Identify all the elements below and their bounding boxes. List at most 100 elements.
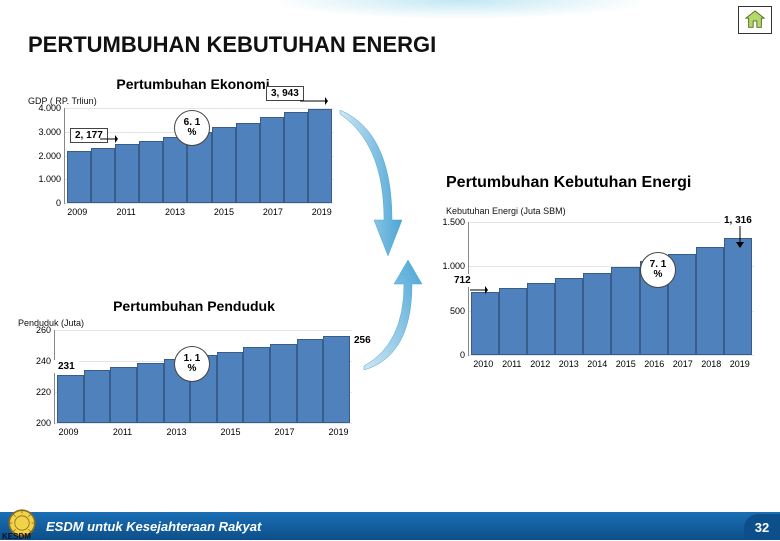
- bar: [471, 292, 499, 355]
- x-label: 2013: [555, 359, 584, 369]
- y-tick: 1.500: [437, 217, 465, 227]
- gdp-axis-label: GDP ( RP. Trliun): [28, 96, 358, 106]
- x-label: 2011: [498, 359, 527, 369]
- x-label: 2019: [310, 207, 334, 217]
- page-title: PERTUMBUHAN KEBUTUHAN ENERGI: [28, 32, 436, 58]
- bar: [84, 370, 111, 423]
- x-label: [136, 427, 163, 437]
- x-label: 2016: [640, 359, 669, 369]
- bar: [611, 267, 639, 355]
- y-tick: 1.000: [33, 174, 61, 184]
- footer: ESDM untuk Kesejahteraan Rakyat 32: [0, 512, 780, 540]
- bar: [115, 144, 139, 203]
- y-tick: 260: [23, 325, 51, 335]
- x-label: 2015: [612, 359, 641, 369]
- y-tick: 220: [23, 387, 51, 397]
- pop-rate: 1. 1 %: [174, 346, 210, 382]
- bar: [297, 339, 324, 423]
- home-icon: [744, 10, 766, 30]
- x-label: [190, 427, 217, 437]
- energy-chart: 05001.0001.50020102011201220132014201520…: [468, 222, 754, 356]
- x-label: 2011: [114, 207, 138, 217]
- energy-axis-label: Kebutuhan Energi (Juta SBM): [396, 206, 764, 216]
- energy-rate: 7. 1 %: [640, 252, 676, 288]
- energy-callout-end: 1, 316: [720, 214, 756, 227]
- bar: [137, 363, 164, 423]
- x-label: [138, 207, 162, 217]
- bar: [236, 123, 260, 204]
- pop-callout-end: 256: [350, 334, 375, 347]
- energy-title: Pertumbuhan Kebutuhan Energi: [396, 174, 764, 192]
- gdp-rate-label: 6. 1 %: [184, 118, 201, 139]
- x-label: 2019: [325, 427, 352, 437]
- y-tick: 200: [23, 418, 51, 428]
- energy-callout-start: 712: [450, 274, 475, 287]
- gdp-callout-start: 2, 177: [70, 128, 108, 143]
- bar: [555, 278, 583, 355]
- bar: [696, 247, 724, 355]
- gdp-rate: 6. 1 %: [174, 110, 210, 146]
- x-label: [236, 207, 260, 217]
- bar: [163, 137, 187, 204]
- x-label: 2017: [261, 207, 285, 217]
- bar: [243, 347, 270, 423]
- x-label: 2009: [55, 427, 82, 437]
- gdp-title: Pertumbuhan Ekonomi: [28, 76, 358, 92]
- y-tick: 3.000: [33, 127, 61, 137]
- pop-axis-label: Penduduk (Juta): [18, 318, 370, 328]
- y-tick: 240: [23, 356, 51, 366]
- pop-title: Pertumbuhan Penduduk: [18, 298, 370, 314]
- bar: [91, 148, 115, 203]
- home-button[interactable]: [738, 6, 772, 34]
- top-accent: [280, 0, 640, 18]
- x-label: 2017: [271, 427, 298, 437]
- bar: [139, 141, 163, 203]
- y-tick: 500: [437, 306, 465, 316]
- x-label: 2015: [212, 207, 236, 217]
- bar: [57, 375, 84, 423]
- energy-section: Pertumbuhan Kebutuhan Energi Kebutuhan E…: [396, 174, 764, 356]
- y-tick: 1.000: [437, 261, 465, 271]
- x-label: [285, 207, 309, 217]
- bar: [260, 117, 284, 203]
- x-label: 2010: [469, 359, 498, 369]
- x-label: 2013: [163, 207, 187, 217]
- bar: [217, 352, 244, 423]
- y-tick: 0: [33, 198, 61, 208]
- y-tick: 2.000: [33, 151, 61, 161]
- x-label: 2009: [65, 207, 89, 217]
- bar: [270, 344, 297, 423]
- bar: [212, 127, 236, 203]
- bar: [527, 283, 555, 355]
- footer-text: ESDM untuk Kesejahteraan Rakyat: [46, 519, 261, 534]
- gdp-section: Pertumbuhan Ekonomi GDP ( RP. Trliun) 01…: [28, 76, 358, 204]
- bar: [67, 151, 91, 203]
- y-tick: 0: [437, 350, 465, 360]
- pop-rate-label: 1. 1 %: [184, 354, 201, 375]
- page-number: 32: [744, 514, 780, 540]
- pop-callout-start: 231: [54, 360, 79, 373]
- x-label: [187, 207, 211, 217]
- bar: [308, 109, 332, 203]
- bar: [583, 273, 611, 355]
- bar: [499, 288, 527, 355]
- x-label: [298, 427, 325, 437]
- x-label: [89, 207, 113, 217]
- bar: [323, 336, 350, 423]
- y-tick: 4.000: [33, 103, 61, 113]
- x-label: [82, 427, 109, 437]
- gdp-callout-end: 3, 943: [266, 86, 304, 101]
- x-label: 2015: [217, 427, 244, 437]
- x-label: 2017: [669, 359, 698, 369]
- bar: [284, 112, 308, 203]
- x-label: 2011: [109, 427, 136, 437]
- x-label: [244, 427, 271, 437]
- bar: [724, 238, 752, 355]
- x-label: 2019: [726, 359, 755, 369]
- x-label: 2012: [526, 359, 555, 369]
- x-label: 2013: [163, 427, 190, 437]
- x-label: 2018: [697, 359, 726, 369]
- energy-rate-label: 7. 1 %: [650, 260, 667, 281]
- pop-section: Pertumbuhan Penduduk Penduduk (Juta) 200…: [18, 298, 370, 424]
- bar: [110, 367, 137, 423]
